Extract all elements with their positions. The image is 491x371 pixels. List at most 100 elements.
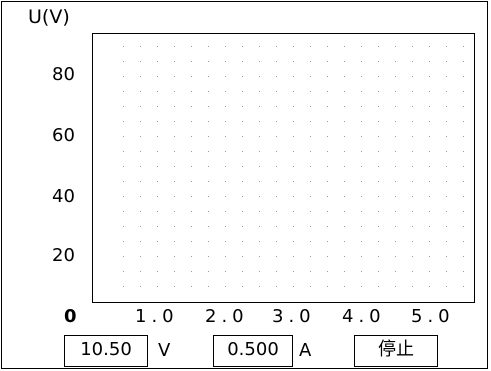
grid-dot [378, 271, 379, 272]
grid-dot [191, 76, 192, 77]
grid-dot [140, 241, 141, 242]
grid-dot [242, 61, 243, 62]
grid-dot [463, 76, 464, 77]
grid-dot [242, 256, 243, 257]
grid-dot [123, 181, 124, 182]
grid-dot [259, 106, 260, 107]
grid-dot [140, 286, 141, 287]
x-tick-label: 5.0 [411, 306, 455, 327]
grid-dot [446, 91, 447, 92]
grid-dot [157, 196, 158, 197]
x-tick-label: 1.0 [135, 306, 179, 327]
stop-button[interactable]: 停止 [354, 335, 438, 367]
grid-dot [412, 196, 413, 197]
grid-dot [123, 256, 124, 257]
grid-dot [293, 196, 294, 197]
grid-dot [225, 256, 226, 257]
grid-dot [276, 106, 277, 107]
grid-dot [395, 166, 396, 167]
grid-dot [378, 166, 379, 167]
grid-dot [191, 61, 192, 62]
grid-dot [157, 106, 158, 107]
grid-dot [327, 61, 328, 62]
grid-dot [140, 136, 141, 137]
grid-dot [191, 151, 192, 152]
grid-dot [344, 136, 345, 137]
grid-dot [463, 256, 464, 257]
grid-dot [276, 286, 277, 287]
grid-dot [412, 106, 413, 107]
grid-dot [191, 181, 192, 182]
grid-dot [208, 286, 209, 287]
grid-dot [242, 121, 243, 122]
grid-dot [327, 196, 328, 197]
grid-dot [191, 166, 192, 167]
grid-dot [259, 241, 260, 242]
grid-dot [276, 61, 277, 62]
grid-dot [395, 46, 396, 47]
grid-dot [174, 121, 175, 122]
grid-dot [327, 46, 328, 47]
grid-dot [242, 76, 243, 77]
grid-dot [225, 196, 226, 197]
grid-dot [378, 211, 379, 212]
grid-dot [429, 286, 430, 287]
grid-dot [378, 181, 379, 182]
grid-dot [276, 136, 277, 137]
y-tick-label: 80 [52, 64, 75, 85]
grid-dot [140, 121, 141, 122]
grid-dot [344, 76, 345, 77]
grid-dot [174, 271, 175, 272]
grid-dot [310, 226, 311, 227]
grid-dot [293, 136, 294, 137]
grid-dot [157, 256, 158, 257]
grid-dot [344, 271, 345, 272]
grid-dot [310, 196, 311, 197]
grid-dot [140, 211, 141, 212]
grid-dot [446, 151, 447, 152]
grid-dot [378, 226, 379, 227]
grid-dot [123, 286, 124, 287]
grid-dot [191, 286, 192, 287]
grid-dot [310, 106, 311, 107]
grid-dot [293, 106, 294, 107]
grid-dot [361, 226, 362, 227]
grid-dot [191, 46, 192, 47]
grid-dot [242, 106, 243, 107]
grid-dot [157, 241, 158, 242]
grid-dot [327, 121, 328, 122]
grid-dot [412, 286, 413, 287]
grid-dot [395, 181, 396, 182]
grid-dot [429, 181, 430, 182]
grid-dot [225, 211, 226, 212]
plot-grid [123, 46, 464, 287]
grid-dot [140, 271, 141, 272]
grid-dot [276, 46, 277, 47]
grid-dot [259, 256, 260, 257]
grid-dot [123, 196, 124, 197]
grid-dot [395, 121, 396, 122]
grid-dot [259, 181, 260, 182]
grid-dot [157, 91, 158, 92]
grid-dot [293, 121, 294, 122]
grid-dot [140, 61, 141, 62]
grid-dot [123, 91, 124, 92]
grid-dot [157, 226, 158, 227]
grid-dot [208, 136, 209, 137]
grid-dot [463, 196, 464, 197]
grid-dot [395, 136, 396, 137]
grid-dot [225, 271, 226, 272]
grid-dot [429, 91, 430, 92]
grid-dot [429, 106, 430, 107]
grid-dot [140, 106, 141, 107]
grid-dot [361, 106, 362, 107]
voltage-unit: V [158, 340, 171, 361]
grid-dot [361, 61, 362, 62]
voltage-readout: 10.50 [64, 335, 148, 367]
grid-dot [276, 211, 277, 212]
grid-dot [412, 211, 413, 212]
grid-dot [123, 166, 124, 167]
grid-dot [191, 271, 192, 272]
grid-dot [174, 91, 175, 92]
